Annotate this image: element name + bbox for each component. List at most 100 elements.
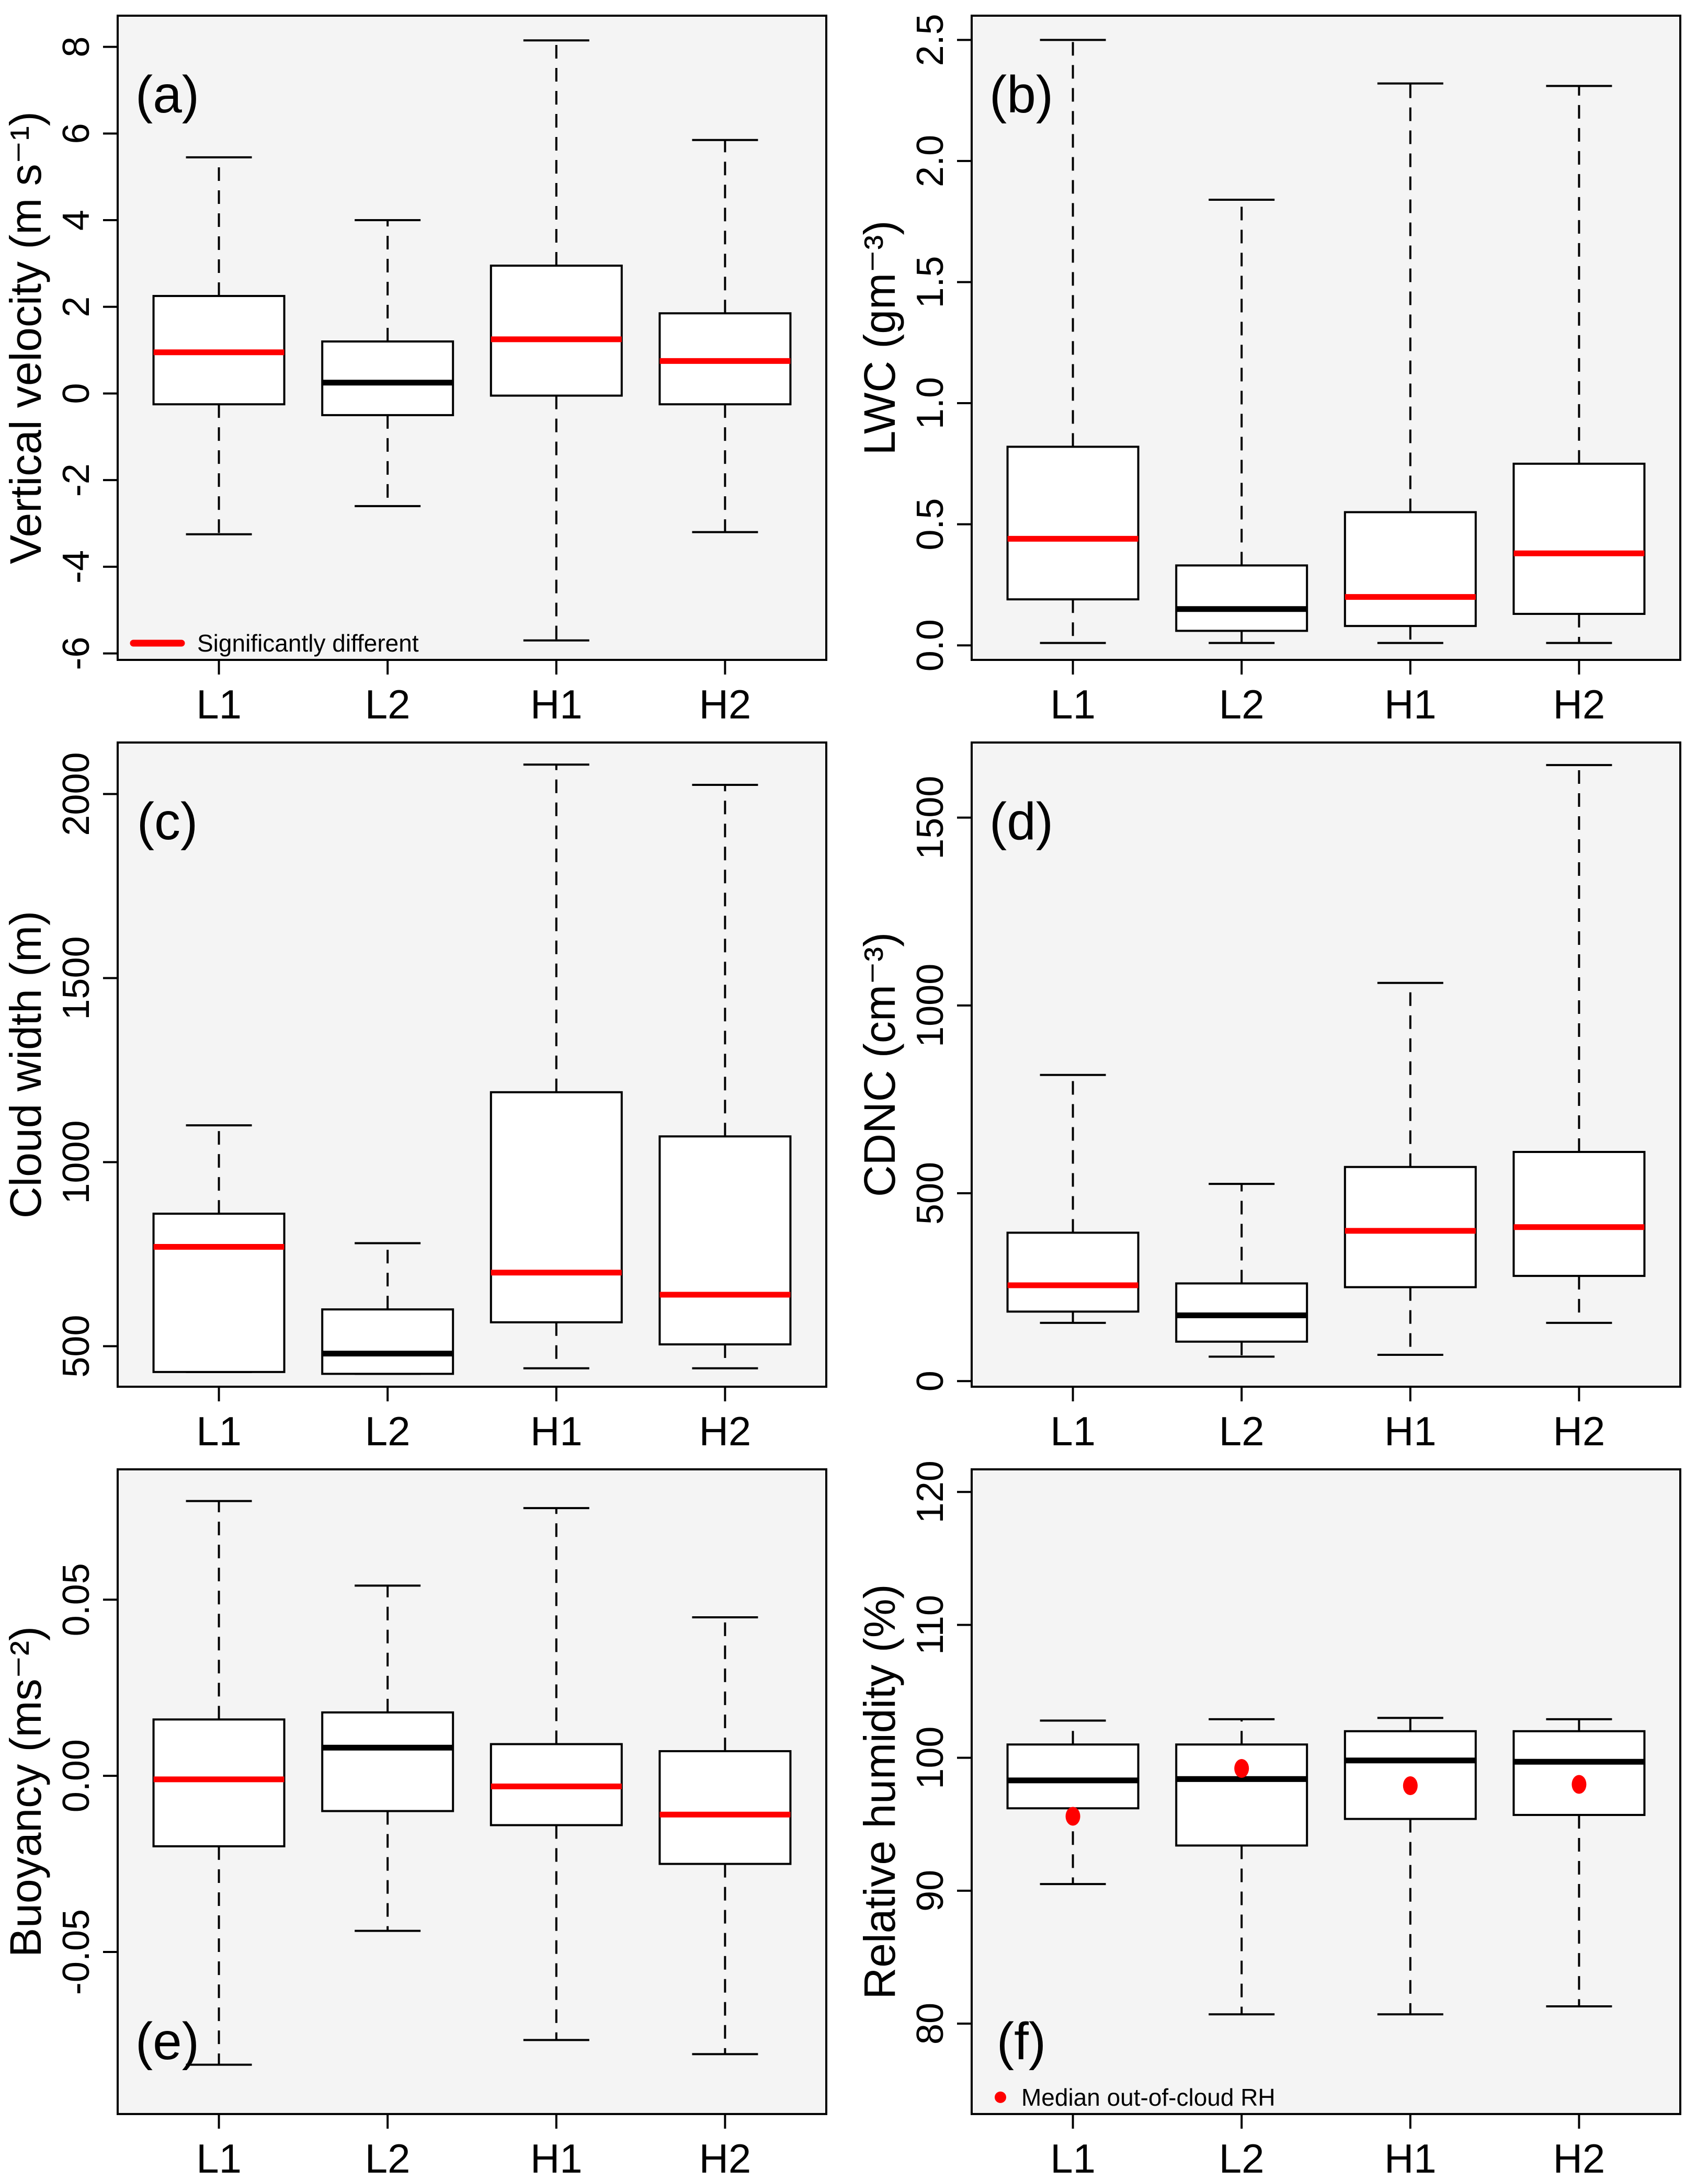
y-tick-label: 0.5	[909, 498, 951, 551]
iqr-box	[1006, 446, 1140, 601]
box-L2	[321, 1584, 454, 1932]
y-tick-label: 2.0	[909, 135, 951, 187]
iqr-box	[1006, 1231, 1140, 1313]
x-tick-label: L2	[365, 681, 411, 727]
box-L2	[321, 219, 454, 507]
x-tick-label: L2	[1219, 2136, 1265, 2181]
y-tick-label: 90	[909, 1870, 951, 1912]
x-tick-label: H2	[699, 681, 751, 727]
panel-letter: (d)	[989, 792, 1053, 851]
box-L2	[1175, 199, 1308, 644]
iqr-box	[1175, 564, 1308, 632]
iqr-box	[658, 1750, 792, 1865]
box-H1	[1343, 1717, 1477, 2016]
y-tick-label: 120	[909, 1460, 951, 1523]
x-tick-label: L1	[196, 681, 242, 727]
point-L1	[1065, 1807, 1080, 1826]
x-tick-label: H1	[530, 2136, 583, 2181]
panel-chart: 0 500 1000 1500 CDNC (cm⁻³) L1 L2 H1 H2 (d)	[855, 741, 1681, 1454]
legend-label: Median out-of-cloud RH	[1021, 2084, 1276, 2111]
iqr-box	[1343, 1166, 1477, 1288]
panel-f: 80 90 100 110 120 Relative humidity (%) L1 L2 H1…	[854, 1454, 1708, 2181]
box-H1	[489, 1507, 623, 2041]
x-tick-label: H2	[699, 1408, 751, 1454]
iqr-box	[321, 340, 454, 416]
iqr-box	[1343, 1730, 1477, 1820]
x-tick-label: H2	[1553, 2136, 1605, 2181]
y-tick-label: 1500	[909, 776, 951, 860]
panel-letter: (e)	[135, 2012, 199, 2071]
legend-dot-marker	[995, 2091, 1006, 2103]
y-tick-label: 110	[909, 1595, 951, 1655]
y-axis-title: LWC (gm⁻³)	[855, 221, 904, 455]
y-tick-label: 0.0	[909, 619, 951, 671]
y-tick-label: 1.5	[909, 256, 951, 308]
panel-letter: (f)	[997, 2012, 1046, 2071]
box-H2	[1512, 85, 1646, 644]
panel-letter: (a)	[135, 65, 199, 124]
box-H2	[658, 139, 792, 533]
iqr-box	[152, 1213, 286, 1373]
y-tick-label: 500	[909, 1162, 951, 1225]
x-tick-label: L1	[1050, 2136, 1096, 2181]
panel-chart: 80 90 100 110 120 Relative humidity (%) L1 L2 H1…	[855, 1460, 1681, 2181]
box-H1	[489, 39, 623, 642]
y-tick-label: -6	[55, 637, 97, 670]
panel-letter: (c)	[137, 792, 198, 851]
panel-chart: -6 -4 -2 0 2 4 6 8 Vertical velocity (m s⁻¹) L1 L2…	[1, 15, 827, 727]
iqr-box	[321, 1711, 454, 1812]
box-L2	[321, 1242, 454, 1375]
iqr-box	[1006, 1743, 1140, 1810]
x-tick-label: H2	[1553, 681, 1605, 727]
panel-letter: (b)	[989, 65, 1053, 124]
x-tick-label: H1	[1384, 2136, 1437, 2181]
iqr-box	[658, 1135, 792, 1346]
box-L1	[152, 1124, 286, 1373]
y-tick-label: 0	[909, 1371, 951, 1391]
box-L1	[1006, 1074, 1140, 1324]
box-H2	[1512, 1718, 1646, 2008]
y-tick-label: 1000	[909, 964, 951, 1047]
point-H1	[1403, 1776, 1418, 1796]
x-tick-label: L1	[1050, 681, 1096, 727]
panel-e: -0.05 0.00 0.05 Buoyancy (ms⁻²) L1 L2 H1 H2 (e)	[0, 1454, 854, 2181]
panel-b: 0.0 0.5 1.0 1.5 2.0 2.5 LWC (gm⁻³) L1 L2 H1 H2 (b)	[854, 0, 1708, 727]
box-H2	[1512, 764, 1646, 1324]
x-tick-label: L2	[365, 1408, 411, 1454]
legend: Median out-of-cloud RH	[995, 2084, 1276, 2111]
panel-d: 0 500 1000 1500 CDNC (cm⁻³) L1 L2 H1 H2 (d)	[854, 727, 1708, 1454]
y-tick-label: 2.5	[909, 14, 951, 66]
iqr-box	[489, 265, 623, 397]
y-tick-label: -4	[55, 550, 97, 584]
y-tick-label: 500	[55, 1315, 97, 1377]
panel-c: 500 1000 1500 2000 Cloud width (m) L1 L2 H1 H2 (c…	[0, 727, 854, 1454]
y-axis-title: Buoyancy (ms⁻²)	[1, 1626, 50, 1957]
box-H1	[489, 763, 623, 1369]
y-tick-label: -2	[55, 463, 97, 497]
x-tick-label: L2	[1219, 1408, 1265, 1454]
y-tick-label: 0.05	[55, 1563, 97, 1636]
x-tick-label: H1	[530, 681, 583, 727]
y-tick-label: 6	[55, 123, 97, 144]
panel-chart: 500 1000 1500 2000 Cloud width (m) L1 L2 H1 H2 (c…	[1, 741, 827, 1454]
x-tick-label: L1	[196, 2136, 242, 2181]
y-axis-title: Cloud width (m)	[1, 911, 50, 1218]
y-tick-label: 0.00	[55, 1739, 97, 1812]
x-tick-label: H2	[699, 2136, 751, 2181]
box-L1	[1006, 39, 1140, 644]
iqr-box	[152, 1718, 286, 1847]
legend: Significantly different	[130, 630, 419, 657]
box-H2	[658, 783, 792, 1369]
box-L1	[152, 1500, 286, 2066]
x-tick-label: L2	[1219, 681, 1265, 727]
x-tick-label: H1	[1384, 681, 1437, 727]
x-tick-label: H1	[1384, 1408, 1437, 1454]
x-tick-label: L1	[196, 1408, 242, 1454]
iqr-box	[1343, 511, 1477, 627]
y-axis-title: Vertical velocity (m s⁻¹)	[1, 111, 50, 564]
box-L2	[1175, 1183, 1308, 1358]
iqr-box	[321, 1308, 454, 1375]
iqr-box	[1512, 1151, 1646, 1277]
